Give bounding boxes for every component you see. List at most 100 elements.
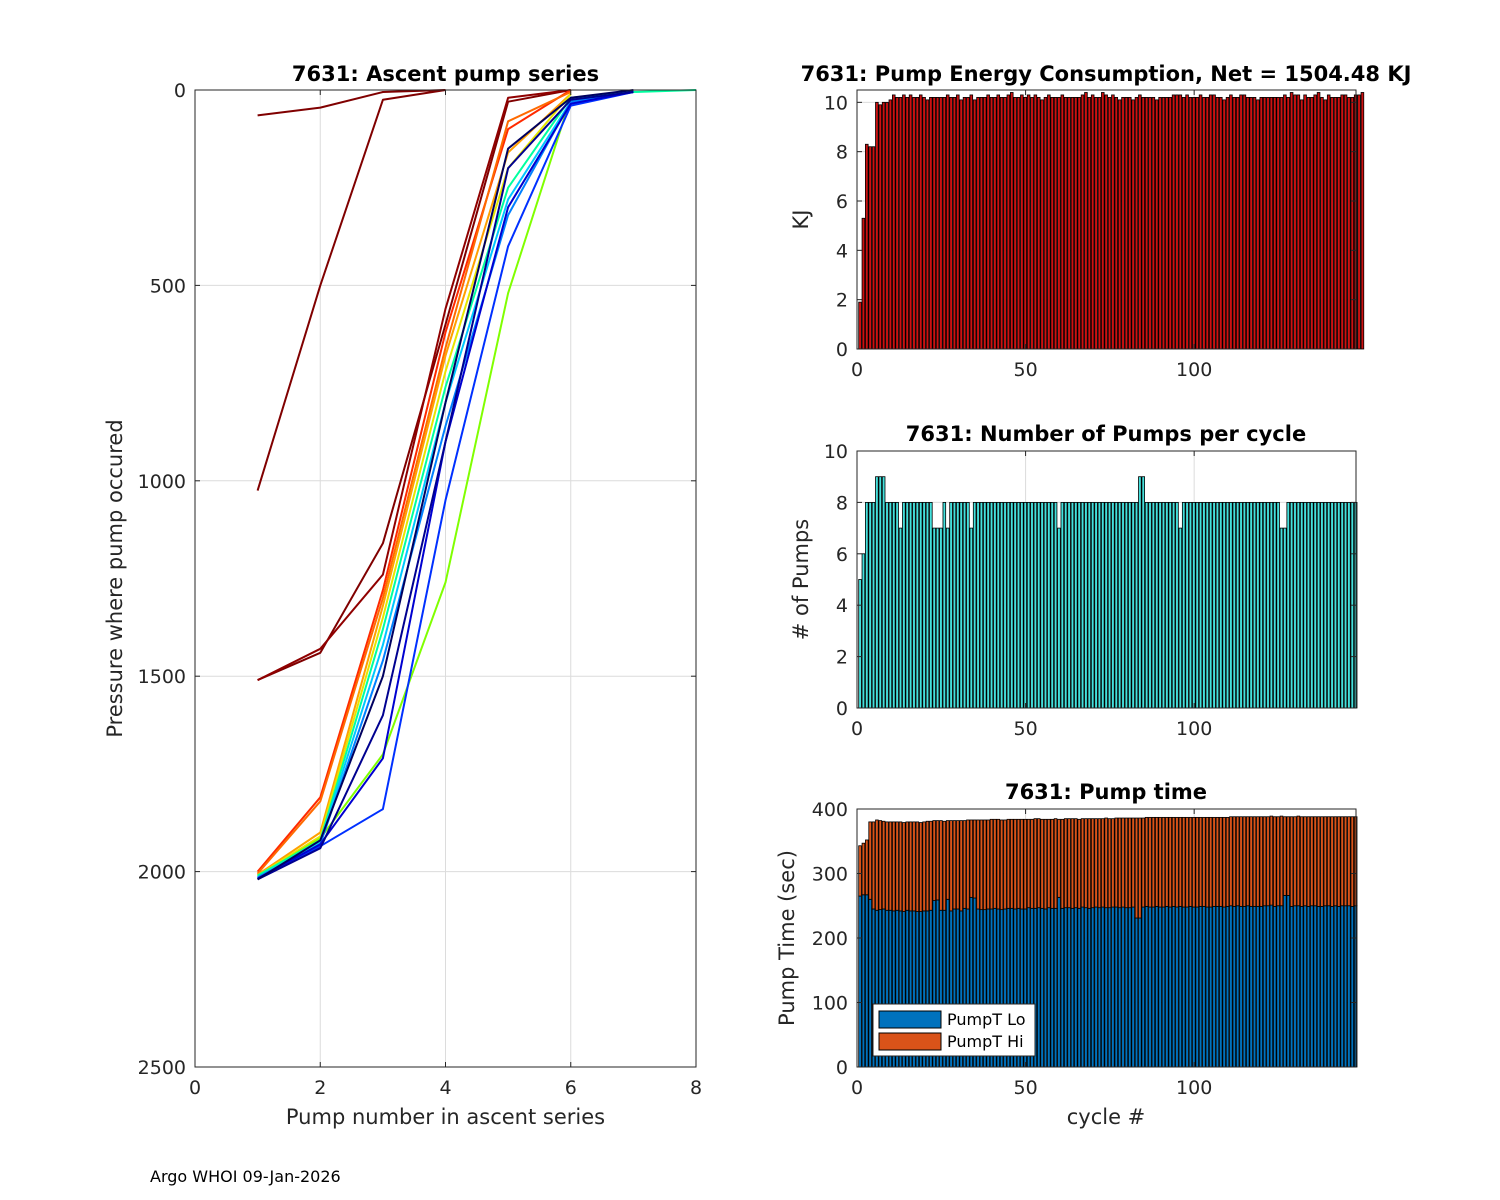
npumps-bar-84 bbox=[1138, 476, 1142, 709]
npumps-bar-88 bbox=[1151, 501, 1156, 709]
energy-bar-90 bbox=[1158, 97, 1162, 350]
pumptime-lo-bar-111 bbox=[1229, 905, 1233, 1068]
npumps-bar-30 bbox=[956, 501, 960, 709]
pumptime-xtick-label-1: 50 bbox=[1013, 1077, 1037, 1099]
npumps-bar-140 bbox=[1326, 501, 1331, 709]
pumptime-hi-bar-61 bbox=[1060, 818, 1065, 909]
npumps-bar-126 bbox=[1279, 527, 1284, 709]
energy-bar-122 bbox=[1266, 97, 1270, 350]
pumptime-hi-bar-80 bbox=[1124, 817, 1129, 909]
pumptime-hi-bar-63 bbox=[1067, 818, 1071, 909]
npumps-bar-83 bbox=[1134, 501, 1139, 709]
pumptime-hi-bar-37 bbox=[979, 819, 984, 911]
npumps-bar-14 bbox=[902, 501, 906, 709]
pumptime-hi-bar-115 bbox=[1242, 816, 1247, 907]
ascent-series-cycle-2 bbox=[256, 89, 446, 491]
npumps-ytick-label-5: 10 bbox=[824, 441, 848, 463]
pumptime-hi-bar-140 bbox=[1326, 816, 1331, 907]
pumptime-lo-bar-141 bbox=[1330, 905, 1334, 1068]
pumptime-lo-bar-80 bbox=[1124, 907, 1129, 1068]
pumptime-hi-bar-100 bbox=[1192, 816, 1196, 908]
pumptime-hi-bar-144 bbox=[1340, 816, 1344, 907]
energy-bar-119 bbox=[1256, 99, 1260, 350]
pumptime-hi-bar-27 bbox=[945, 820, 950, 900]
pumptime-xtick-label-2: 100 bbox=[1176, 1077, 1212, 1099]
energy-bar-132 bbox=[1299, 99, 1304, 350]
npumps-bar-2 bbox=[861, 553, 866, 709]
ascent-ytick-label-3: 1500 bbox=[138, 666, 186, 688]
pumptime-hi-bar-47 bbox=[1013, 818, 1017, 910]
energy-bar-10 bbox=[888, 99, 893, 350]
npumps-bar-41 bbox=[993, 501, 997, 709]
npumps-bar-42 bbox=[996, 501, 1001, 709]
energy-bar-54 bbox=[1036, 97, 1041, 350]
energy-xtick-label-2: 100 bbox=[1176, 359, 1212, 381]
pumptime-hi-bar-45 bbox=[1006, 818, 1011, 909]
ascent-ytick-label-0: 0 bbox=[174, 80, 186, 102]
npumps-bar-105 bbox=[1208, 501, 1213, 709]
npumps-bar-144 bbox=[1340, 501, 1344, 709]
energy-bar-125 bbox=[1276, 97, 1280, 350]
npumps-bar-31 bbox=[959, 501, 963, 709]
npumps-bar-46 bbox=[1010, 501, 1014, 709]
energy-bar-96 bbox=[1178, 94, 1183, 350]
energy-bar-15 bbox=[905, 97, 909, 350]
energy-bar-106 bbox=[1212, 94, 1216, 350]
npumps-bar-133 bbox=[1303, 501, 1307, 709]
npumps-ylabel: # of Pumps bbox=[789, 519, 813, 641]
pumptime-hi-bar-67 bbox=[1080, 818, 1085, 908]
pumptime-lo-bar-75 bbox=[1107, 907, 1112, 1068]
pumptime-hi-bar-122 bbox=[1266, 816, 1270, 907]
energy-bar-80 bbox=[1124, 97, 1129, 350]
ascent-xlabel: Pump number in ascent series bbox=[286, 1105, 605, 1129]
npumps-bar-22 bbox=[929, 501, 933, 709]
npumps-bar-52 bbox=[1030, 501, 1034, 709]
ascent-ytick-label-4: 2000 bbox=[138, 862, 186, 884]
pumptime-lo-bar-66 bbox=[1077, 907, 1081, 1068]
pumptime-hi-bar-92 bbox=[1165, 816, 1169, 907]
pumptime-lo-bar-3 bbox=[865, 894, 869, 1068]
npumps-bar-103 bbox=[1202, 501, 1206, 709]
pumptime-hi-bar-43 bbox=[999, 819, 1004, 911]
pumptime-lo-bar-118 bbox=[1252, 905, 1257, 1068]
pumptime-hi-bar-131 bbox=[1296, 815, 1301, 907]
pumptime-hi-bar-25 bbox=[939, 820, 943, 911]
energy-bar-126 bbox=[1279, 97, 1284, 350]
pumptime-lo-bar-79 bbox=[1121, 906, 1125, 1068]
energy-bar-139 bbox=[1323, 99, 1328, 350]
energy-bar-24 bbox=[935, 97, 940, 350]
npumps-bar-51 bbox=[1026, 501, 1031, 709]
energy-bar-115 bbox=[1242, 94, 1247, 350]
pumptime-hi-bar-54 bbox=[1036, 818, 1041, 909]
npumps-bar-15 bbox=[905, 501, 909, 709]
energy-bar-5 bbox=[871, 146, 876, 350]
pumptime-lo-bar-113 bbox=[1235, 905, 1240, 1068]
pumptime-hi-bar-138 bbox=[1320, 816, 1324, 907]
pumptime-hi-bar-135 bbox=[1310, 816, 1314, 907]
npumps-bar-92 bbox=[1165, 501, 1169, 709]
npumps-bar-36 bbox=[976, 501, 980, 709]
pumptime-lo-bar-108 bbox=[1219, 905, 1223, 1068]
npumps-bar-1 bbox=[858, 579, 862, 709]
npumps-bar-37 bbox=[979, 501, 984, 709]
npumps-bar-26 bbox=[942, 501, 947, 709]
pumptime-lo-bar-140 bbox=[1326, 905, 1331, 1068]
npumps-bar-61 bbox=[1060, 501, 1065, 709]
energy-bar-16 bbox=[908, 94, 913, 350]
pumptime-hi-bar-17 bbox=[912, 821, 916, 912]
pumptime-hi-bar-128 bbox=[1286, 816, 1290, 896]
npumps-bar-10 bbox=[888, 501, 893, 709]
npumps-bar-130 bbox=[1293, 501, 1297, 709]
pumptime-hi-bar-91 bbox=[1161, 816, 1166, 908]
ascent-series-cycle-3 bbox=[257, 89, 571, 682]
energy-bar-8 bbox=[881, 101, 886, 350]
pumptime-hi-bar-32 bbox=[962, 820, 967, 909]
energy-bar-43 bbox=[999, 97, 1004, 350]
energy-bar-42 bbox=[996, 94, 1001, 350]
energy-bar-65 bbox=[1074, 97, 1078, 350]
npumps-ytick-label-2: 4 bbox=[836, 595, 848, 617]
ascent-series-cycle-1 bbox=[257, 89, 446, 117]
energy-bar-3 bbox=[865, 143, 869, 350]
energy-bar-112 bbox=[1232, 97, 1237, 350]
